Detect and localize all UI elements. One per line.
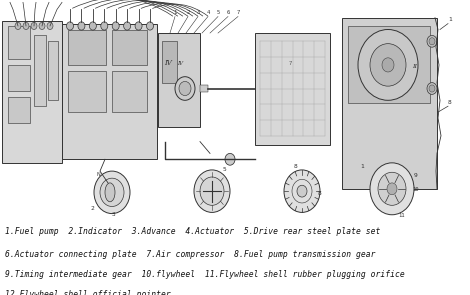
Text: 5: 5 [216,10,219,15]
Circle shape [387,183,397,195]
Text: 8: 8 [318,191,322,196]
Bar [158,33,200,127]
Circle shape [358,30,418,100]
Text: II: II [413,64,417,69]
Text: 2: 2 [90,206,94,211]
Bar [200,85,208,92]
Circle shape [429,85,435,92]
Circle shape [100,178,124,206]
Bar [342,18,437,189]
Text: 9: 9 [414,173,418,178]
Circle shape [101,182,109,191]
Circle shape [427,35,437,47]
Text: 5: 5 [222,167,226,172]
Circle shape [31,22,37,30]
Circle shape [15,22,21,30]
Bar [34,35,46,106]
Text: 1: 1 [360,163,364,168]
Bar [48,41,58,100]
Text: IV: IV [164,59,172,67]
Bar [112,71,147,112]
Text: 6.Actuator connecting plate  7.Air compressor  8.Fuel pump transmission gear: 6.Actuator connecting plate 7.Air compre… [5,250,375,259]
Ellipse shape [105,183,115,202]
Text: 4: 4 [206,10,210,15]
Circle shape [112,22,119,30]
Text: 8: 8 [294,163,298,168]
Circle shape [429,38,435,45]
Circle shape [89,22,96,30]
Text: 6: 6 [227,10,230,15]
Circle shape [370,163,414,215]
Text: IV: IV [177,61,183,66]
Circle shape [101,22,108,30]
Circle shape [39,22,45,30]
Circle shape [284,170,320,212]
Circle shape [382,58,394,72]
Bar [255,33,330,145]
Circle shape [175,77,195,100]
Circle shape [135,22,142,30]
Circle shape [297,185,307,197]
Circle shape [378,172,406,205]
Text: 10: 10 [413,187,419,192]
Bar [62,24,157,159]
Text: 8: 8 [448,100,452,105]
Bar [68,30,106,65]
Text: 9.Timing intermediate gear  10.flywheel  11.Flywheel shell rubber plugging orifi: 9.Timing intermediate gear 10.flywheel 1… [5,270,405,279]
Circle shape [200,177,224,205]
Circle shape [179,81,191,96]
Text: 12.Flywheel shell official pointer: 12.Flywheel shell official pointer [5,290,171,295]
Circle shape [23,22,29,30]
Circle shape [194,170,230,212]
Circle shape [370,44,406,86]
Circle shape [427,83,437,94]
Text: 1.Fuel pump  2.Indicator  3.Advance  4.Actuator  5.Drive rear steel plate set: 1.Fuel pump 2.Indicator 3.Advance 4.Actu… [5,227,380,236]
Text: N: N [96,172,100,177]
Text: 1: 1 [173,10,177,15]
Bar [162,41,177,83]
Bar [8,97,30,123]
Text: 7: 7 [236,10,240,15]
Bar [348,26,430,103]
Text: 2: 2 [187,10,189,15]
Text: 3: 3 [112,212,116,217]
Bar [2,21,62,163]
Bar [8,26,30,59]
Text: 11: 11 [399,213,405,218]
Circle shape [66,22,73,30]
Circle shape [225,153,235,165]
Bar [112,30,147,65]
Circle shape [124,22,131,30]
Text: 3: 3 [196,10,200,15]
Text: 7: 7 [289,61,291,66]
Circle shape [94,171,130,214]
Bar [8,65,30,91]
Bar [68,71,106,112]
Circle shape [47,22,53,30]
Text: 1: 1 [448,17,452,22]
Circle shape [147,22,154,30]
Circle shape [78,22,85,30]
